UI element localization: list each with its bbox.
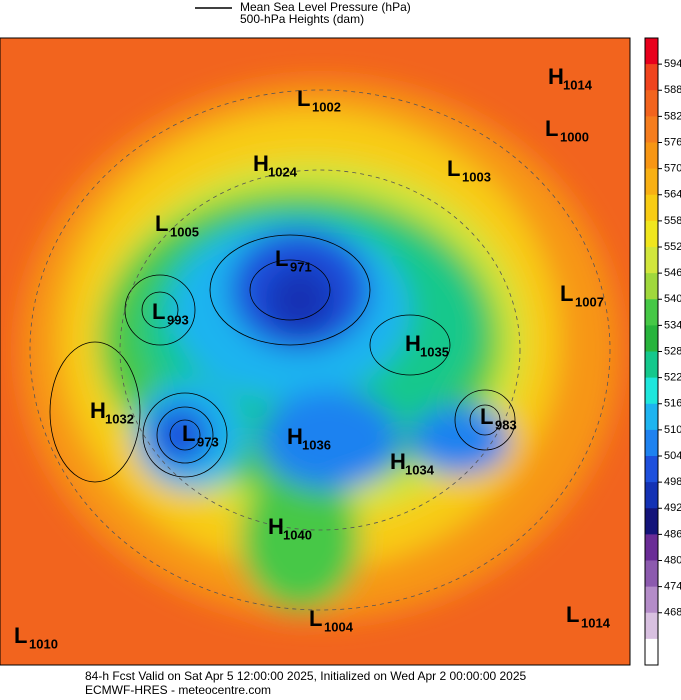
system-kind: L	[447, 156, 460, 181]
colorbar-segment	[645, 560, 658, 588]
colorbar-segment	[645, 325, 658, 352]
colorbar-tick-label: 504	[664, 450, 681, 462]
system-kind: H	[268, 514, 284, 539]
system-value: 971	[290, 259, 312, 274]
system-value: 1014	[581, 615, 611, 630]
system-value: 983	[495, 417, 517, 432]
colorbar-segment	[645, 403, 658, 431]
system-kind: L	[152, 299, 165, 324]
colorbar-segment	[645, 38, 658, 65]
colorbar-tick-label: 588	[664, 84, 681, 96]
colorbar-segment	[645, 586, 658, 614]
system-value: 1040	[283, 527, 312, 542]
footer-line2: ECMWF-HRES - meteocentre.com	[85, 683, 271, 697]
colorbar-tick-label: 576	[664, 136, 681, 148]
system-value: 993	[167, 312, 189, 327]
map	[0, 38, 630, 665]
system-kind: H	[253, 151, 269, 176]
colorbar-tick-label: 498	[664, 476, 681, 488]
system-kind: H	[287, 424, 303, 449]
colorbar-tick-label: 522	[664, 372, 681, 384]
colorbar-tick-label: 486	[664, 528, 681, 540]
system-kind: H	[390, 449, 406, 474]
system-kind: L	[545, 116, 558, 141]
colorbar-segment	[645, 534, 658, 561]
system-kind: L	[309, 606, 322, 631]
colorbar: 594 588 582 576 570 564 558 552 546 540 534 528 522 5…	[644, 37, 681, 666]
system-value: 973	[197, 434, 219, 449]
colorbar-segment	[645, 194, 658, 222]
system-value: 1034	[405, 462, 435, 477]
system-value: 1014	[563, 77, 593, 92]
system-kind: L	[14, 623, 27, 648]
colorbar-segment	[645, 482, 658, 509]
colorbar-segment	[645, 116, 658, 143]
system-value: 1010	[29, 636, 58, 651]
system-kind: L	[275, 246, 288, 271]
colorbar-segment	[645, 247, 658, 274]
colorbar-tick-label: 546	[664, 267, 681, 279]
system-kind: H	[405, 331, 421, 356]
colorbar-segment	[645, 168, 658, 196]
colorbar-segment	[645, 456, 658, 483]
colorbar-segment	[645, 377, 658, 405]
colorbar-tick-label: 492	[664, 502, 681, 514]
legend-line-label: Mean Sea Level Pressure (hPa)	[240, 0, 411, 14]
system-kind: L	[480, 404, 493, 429]
system-value: 1005	[170, 224, 199, 239]
legend-fill-label: 500-hPa Heights (dam)	[240, 12, 364, 26]
colorbar-segment	[645, 638, 658, 666]
system-kind: L	[566, 602, 579, 627]
colorbar-tick-label: 474	[664, 581, 681, 593]
colorbar-segment	[645, 220, 658, 248]
system-kind: H	[90, 398, 106, 423]
colorbar-tick-label: 552	[664, 241, 681, 253]
colorbar-tick-label: 540	[664, 293, 681, 305]
colorbar-tick-label: 528	[664, 345, 681, 357]
system-value: 1000	[560, 129, 589, 144]
colorbar-tick-label: 558	[664, 215, 681, 227]
colorbar-segment	[645, 429, 658, 457]
system-value: 1002	[312, 99, 341, 114]
colorbar-tick-label: 534	[664, 319, 681, 331]
system-kind: H	[548, 64, 564, 89]
system-kind: L	[155, 211, 168, 236]
system-value: 1035	[420, 344, 449, 359]
colorbar-segment	[645, 612, 658, 640]
colorbar-tick-label: 480	[664, 554, 681, 566]
colorbar-segment	[645, 508, 658, 535]
colorbar-tick-label: 570	[664, 163, 681, 175]
colorbar-tick-label: 468	[664, 607, 681, 619]
colorbar-segment	[645, 90, 658, 117]
system-value: 1004	[324, 619, 354, 634]
colorbar-segment	[645, 299, 658, 326]
system-kind: L	[182, 421, 195, 446]
system-value: 1003	[462, 169, 491, 184]
colorbar-segment	[645, 351, 658, 379]
colorbar-tick-label: 594	[664, 58, 681, 70]
system-value: 1024	[268, 164, 298, 179]
colorbar-segment	[645, 273, 658, 300]
colorbar-tick-label: 564	[664, 189, 681, 201]
system-value: 1032	[105, 411, 134, 426]
colorbar-segment	[645, 142, 658, 170]
colorbar-tick-label: 516	[664, 398, 681, 410]
system-kind: L	[297, 86, 310, 111]
colorbar-segment	[645, 64, 658, 91]
system-value: 1007	[575, 294, 604, 309]
system-value: 1036	[302, 437, 331, 452]
system-kind: L	[560, 281, 573, 306]
colorbar-tick-label: 510	[664, 424, 681, 436]
map-frame	[0, 37, 631, 666]
footer-line1: 84-h Fcst Valid on Sat Apr 5 12:00:00 20…	[85, 669, 527, 683]
colorbar-tick-label: 582	[664, 110, 681, 122]
